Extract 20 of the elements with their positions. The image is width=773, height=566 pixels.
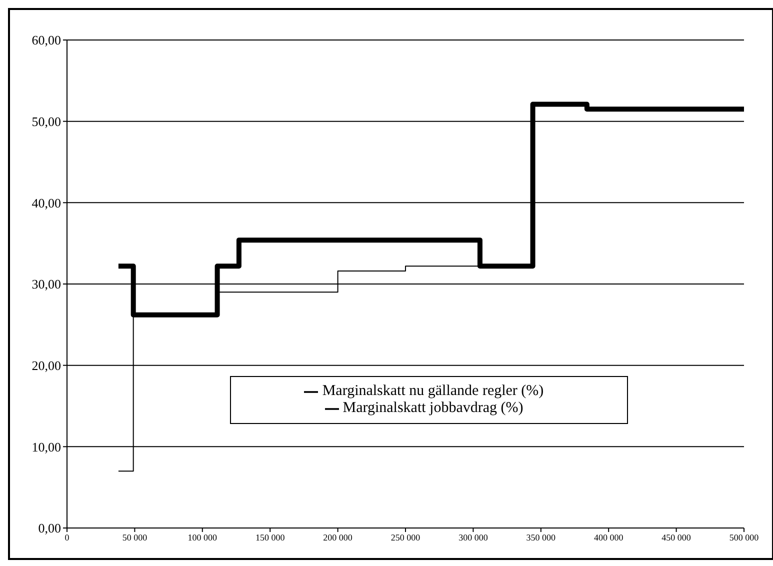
y-tick-label: 0,00	[38, 520, 61, 536]
y-tick-label: 60,00	[32, 32, 61, 48]
x-tick-label: 100 000	[188, 532, 218, 542]
x-tick-label: 400 000	[594, 532, 624, 542]
x-tick-label: 0	[64, 532, 70, 542]
y-tick-label: 30,00	[32, 276, 61, 292]
y-tick-label: 10,00	[32, 439, 61, 454]
x-tick-label: 500 000	[729, 532, 760, 542]
x-tick-label: 250 000	[390, 532, 421, 542]
y-tick-label: 20,00	[32, 358, 61, 373]
y-tick-label: 50,00	[32, 114, 61, 129]
x-tick-label: 450 000	[662, 532, 692, 542]
x-tick-label: 150 000	[255, 532, 286, 542]
x-tick-label: 300 000	[458, 532, 488, 542]
x-tick-label: 50 000	[122, 532, 148, 542]
legend-label: Marginalskatt jobbavdrag (%)	[342, 400, 524, 416]
x-tick-label: 200 000	[323, 532, 353, 542]
y-tick-label: 40,00	[32, 195, 61, 210]
legend-label: Marginalskatt nu gällande regler (%)	[322, 383, 544, 399]
x-tick-label: 350 000	[526, 532, 556, 542]
